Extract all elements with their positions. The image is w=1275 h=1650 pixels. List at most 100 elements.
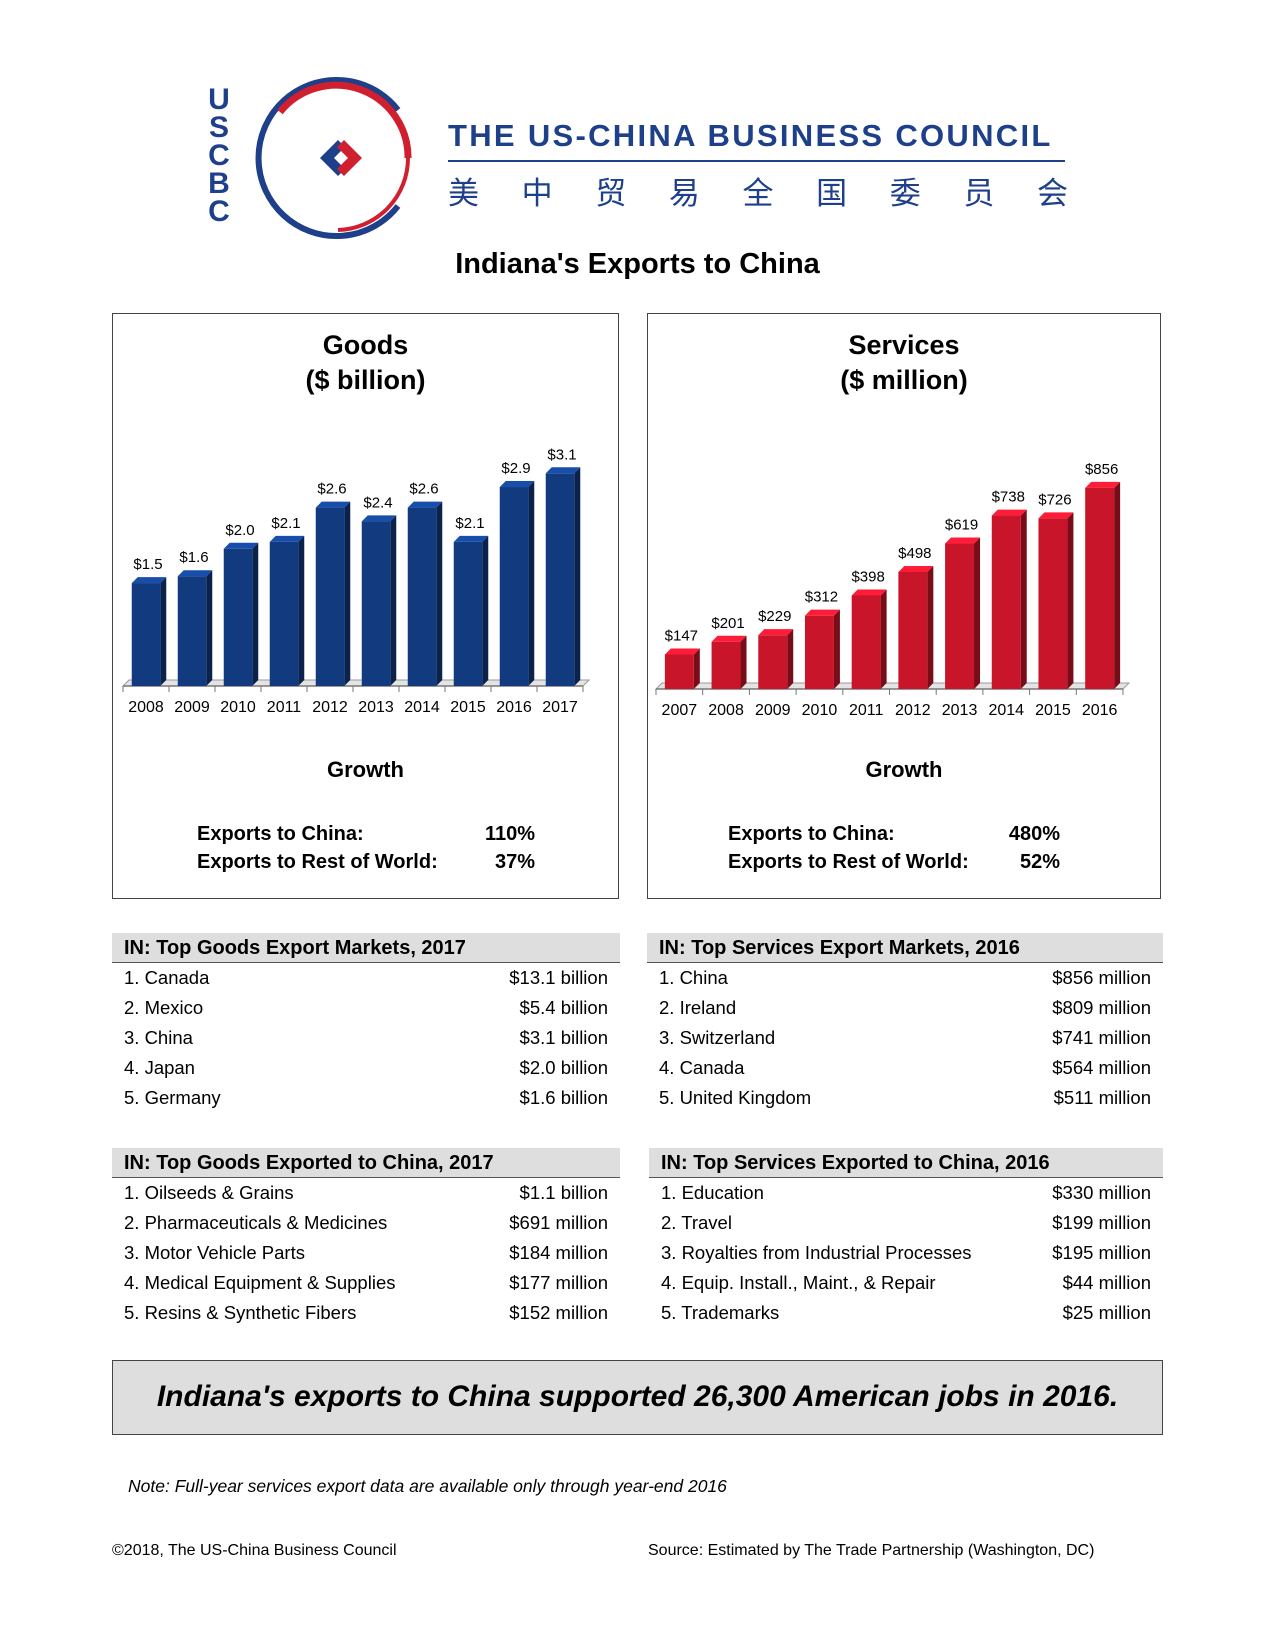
table-row: 4. Equip. Install., Maint., & Repair $44 … bbox=[649, 1268, 1163, 1298]
table-row: 3. China $3.1 billion bbox=[112, 1023, 620, 1053]
row-value: $856 million bbox=[1052, 967, 1151, 988]
uscbc-logo-icon bbox=[255, 77, 412, 239]
table-title: IN: Top Goods Export Markets, 2017 bbox=[112, 933, 620, 963]
services-to-china-table: IN: Top Services Exported to China, 2016… bbox=[649, 1148, 1163, 1328]
table-title: IN: Top Goods Exported to China, 2017 bbox=[112, 1148, 620, 1178]
bar-top bbox=[898, 565, 934, 572]
services-chart-title: Services ($ million) bbox=[648, 328, 1160, 398]
row-value: $564 million bbox=[1052, 1057, 1151, 1078]
data-label: $147 bbox=[665, 627, 698, 644]
table-row: 1. Canada $13.1 billion bbox=[112, 963, 620, 993]
data-label: $312 bbox=[805, 589, 838, 606]
x-tick-label: 2007 bbox=[662, 702, 698, 719]
logo-letter: B bbox=[208, 167, 230, 200]
cn-char: 国 bbox=[816, 176, 848, 212]
row-label: 4. Equip. Install., Maint., & Repair bbox=[661, 1272, 936, 1293]
bar bbox=[711, 635, 747, 689]
bar-front bbox=[315, 507, 345, 686]
x-tick-label: 2011 bbox=[849, 702, 884, 719]
bar bbox=[177, 570, 213, 686]
logo-letter: C bbox=[208, 195, 230, 228]
bar bbox=[407, 501, 443, 686]
row-value: $177 million bbox=[509, 1272, 608, 1293]
row-label: 2. Travel bbox=[661, 1212, 732, 1233]
cn-char: 委 bbox=[889, 176, 921, 212]
row-value: $691 million bbox=[509, 1212, 608, 1233]
row-label: 1. Canada bbox=[124, 967, 210, 988]
bar-front bbox=[1038, 518, 1068, 689]
row-value: $25 million bbox=[1062, 1302, 1151, 1323]
table-row: 1. Education $330 million bbox=[649, 1178, 1163, 1208]
x-tick-label: 2012 bbox=[895, 702, 931, 719]
bar-top bbox=[851, 589, 887, 596]
goods-title-line1: Goods bbox=[322, 330, 409, 360]
row-value: $1.1 billion bbox=[519, 1182, 608, 1203]
table-row: 5. United Kingdom $511 million bbox=[647, 1083, 1163, 1113]
bar bbox=[991, 509, 1027, 689]
goods-growth-label-world: Exports to Rest of World: bbox=[197, 851, 438, 873]
data-label: $398 bbox=[851, 568, 884, 585]
bar-side bbox=[927, 565, 934, 689]
bar-front bbox=[131, 583, 161, 686]
table-row: 2. Pharmaceuticals & Medicines $691 milli… bbox=[112, 1208, 620, 1238]
bar bbox=[1038, 512, 1074, 689]
services-markets-table: IN: Top Services Export Markets, 2016 1.… bbox=[647, 933, 1163, 1113]
row-label: 4. Medical Equipment & Supplies bbox=[124, 1272, 396, 1293]
row-label: 2. Ireland bbox=[659, 997, 737, 1018]
row-label: 1. Oilseeds & Grains bbox=[124, 1182, 294, 1203]
bar-side bbox=[252, 542, 259, 686]
services-bar-chart: $147 2007 $201 2008 $229 2009 $312 2010 $398 2011… bbox=[654, 461, 1131, 719]
bar-front bbox=[664, 654, 694, 689]
bar-side bbox=[574, 467, 581, 686]
x-tick-label: 2013 bbox=[358, 699, 394, 716]
bar-front bbox=[545, 473, 575, 686]
row-value: $152 million bbox=[509, 1302, 608, 1323]
x-tick-label: 2015 bbox=[450, 699, 486, 716]
logo-letter: C bbox=[208, 139, 230, 172]
table-row: 1. Oilseeds & Grains $1.1 billion bbox=[112, 1178, 620, 1208]
row-value: $330 million bbox=[1052, 1182, 1151, 1203]
bar-top bbox=[1085, 481, 1121, 488]
row-label: 4. Japan bbox=[124, 1057, 195, 1078]
table-row: 4. Japan $2.0 billion bbox=[112, 1053, 620, 1083]
bar-side bbox=[344, 501, 351, 686]
bar-front bbox=[945, 543, 975, 689]
data-label: $229 bbox=[758, 608, 791, 625]
x-tick-label: 2012 bbox=[312, 699, 348, 716]
bar-side bbox=[160, 577, 167, 686]
bar-top bbox=[499, 481, 535, 488]
bar bbox=[545, 467, 581, 686]
logo-letter: S bbox=[208, 111, 229, 144]
table-row: 2. Mexico $5.4 billion bbox=[112, 993, 620, 1023]
table-row: 2. Ireland $809 million bbox=[647, 993, 1163, 1023]
bar-top bbox=[545, 467, 581, 474]
bar-front bbox=[991, 515, 1021, 689]
logo-letter: U bbox=[208, 83, 230, 116]
bar-top bbox=[223, 542, 259, 549]
data-label: $201 bbox=[711, 615, 744, 632]
bar-front bbox=[758, 635, 788, 689]
footnote: Note: Full-year services export data are… bbox=[128, 1476, 727, 1496]
table-row: 3. Motor Vehicle Parts $184 million bbox=[112, 1238, 620, 1268]
bar bbox=[269, 535, 305, 686]
data-label: $2.1 bbox=[455, 515, 484, 532]
row-label: 2. Pharmaceuticals & Medicines bbox=[124, 1212, 388, 1233]
row-value: $195 million bbox=[1052, 1242, 1151, 1263]
data-label: $2.0 bbox=[225, 522, 254, 539]
x-tick-label: 2014 bbox=[404, 699, 440, 716]
bar bbox=[315, 501, 351, 686]
data-label: $2.6 bbox=[409, 481, 438, 498]
x-tick-label: 2015 bbox=[1035, 702, 1071, 719]
x-tick-label: 2017 bbox=[542, 699, 578, 716]
x-tick-label: 2008 bbox=[128, 699, 164, 716]
bar-side bbox=[1114, 481, 1121, 689]
bar-front bbox=[898, 571, 928, 689]
bar-side bbox=[1067, 512, 1074, 689]
goods-title-line2: ($ billion) bbox=[305, 365, 426, 395]
services-title-line2: ($ million) bbox=[840, 365, 968, 395]
row-label: 3. Switzerland bbox=[659, 1027, 776, 1048]
bar-front bbox=[711, 641, 741, 689]
table-row: 5. Trademarks $25 million bbox=[649, 1298, 1163, 1328]
services-growth-value-china: 480% bbox=[1008, 823, 1060, 845]
data-label: $856 bbox=[1085, 461, 1118, 478]
